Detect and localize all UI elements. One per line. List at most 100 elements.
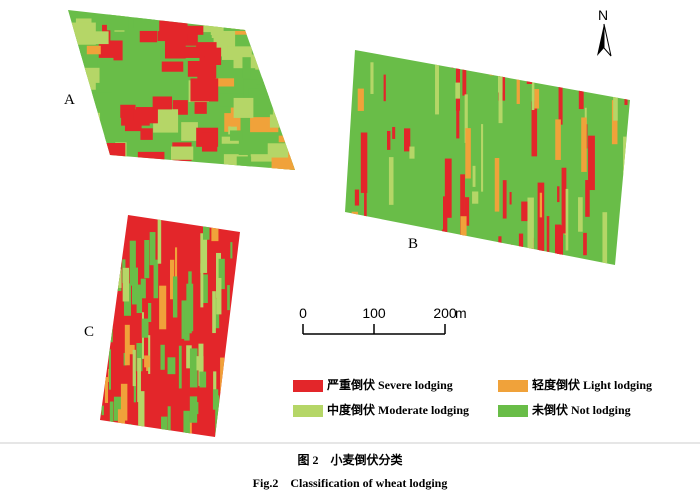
patch <box>153 259 159 299</box>
legend-label: 中度倒伏 Moderate lodging <box>327 402 469 417</box>
patch <box>117 409 125 437</box>
patch <box>539 231 543 265</box>
patch <box>531 101 538 157</box>
patch <box>583 232 587 256</box>
patch <box>139 432 143 437</box>
patch <box>216 252 221 298</box>
patch <box>201 132 218 152</box>
patch <box>227 285 230 311</box>
patch <box>251 22 274 42</box>
patch <box>160 344 165 370</box>
patch <box>267 143 289 158</box>
patch <box>451 56 455 69</box>
patch <box>275 34 295 54</box>
patch <box>128 344 135 355</box>
patch <box>466 246 473 265</box>
legend: 严重倒伏 Severe lodging 轻度倒伏 Light lodging 中度倒… <box>293 377 652 417</box>
patch <box>359 242 366 257</box>
patch <box>179 46 205 58</box>
patch <box>172 276 178 318</box>
patch <box>137 358 141 403</box>
patch <box>494 157 500 212</box>
patch <box>498 76 503 124</box>
patch <box>68 161 73 170</box>
patch <box>444 158 452 218</box>
patch <box>435 56 439 115</box>
patch <box>129 424 132 437</box>
patch <box>144 240 150 279</box>
patch <box>213 26 222 48</box>
patch <box>602 212 608 264</box>
patch <box>152 96 173 110</box>
field-label: B <box>408 236 418 252</box>
patch <box>255 134 270 154</box>
patch <box>623 136 627 177</box>
patch <box>108 349 111 390</box>
patch <box>472 165 476 187</box>
patch <box>68 22 96 45</box>
patch <box>159 285 167 330</box>
patch <box>236 156 252 170</box>
patch <box>89 92 112 109</box>
patch <box>77 67 100 83</box>
patch <box>239 433 240 437</box>
patch <box>531 56 535 111</box>
patch <box>481 124 484 192</box>
patch <box>196 42 217 57</box>
patch <box>565 188 569 251</box>
patch <box>189 348 198 388</box>
patch <box>489 52 494 76</box>
patch <box>534 89 540 109</box>
patch <box>388 157 394 205</box>
patch <box>267 174 284 184</box>
patch <box>255 59 270 70</box>
patch <box>611 100 618 145</box>
patch <box>392 126 396 139</box>
patch <box>175 247 178 278</box>
patch <box>556 231 562 265</box>
patch <box>624 92 628 105</box>
patch <box>133 109 149 121</box>
patch <box>229 366 236 408</box>
patch <box>509 192 512 205</box>
patch <box>383 74 386 102</box>
patch <box>111 238 117 270</box>
patch <box>542 253 549 265</box>
field-label: C <box>84 324 94 340</box>
patch <box>78 136 107 155</box>
patch <box>109 277 116 291</box>
patch <box>200 263 204 308</box>
patch <box>196 356 204 371</box>
patch <box>137 151 165 170</box>
patch <box>364 183 367 244</box>
patch <box>148 335 151 374</box>
patch <box>141 318 149 338</box>
patch <box>558 68 563 125</box>
patch <box>443 196 448 265</box>
patch <box>120 383 128 421</box>
patch <box>617 234 622 265</box>
patch <box>167 406 171 437</box>
patch <box>233 97 254 118</box>
patch <box>230 130 243 141</box>
patch <box>170 259 175 300</box>
patch <box>557 186 560 203</box>
legend-swatch <box>293 405 323 417</box>
patch <box>289 14 295 38</box>
patch <box>86 45 101 55</box>
patch <box>212 291 216 334</box>
patch <box>104 316 113 343</box>
patch <box>285 102 295 117</box>
patch <box>113 40 123 61</box>
patch <box>109 401 114 423</box>
patch <box>78 75 87 82</box>
patch <box>464 197 470 226</box>
patch <box>441 229 445 265</box>
patch <box>456 91 460 139</box>
patch <box>588 135 595 191</box>
field-label: A <box>64 92 75 108</box>
patch <box>223 12 251 31</box>
field-a <box>68 10 295 184</box>
